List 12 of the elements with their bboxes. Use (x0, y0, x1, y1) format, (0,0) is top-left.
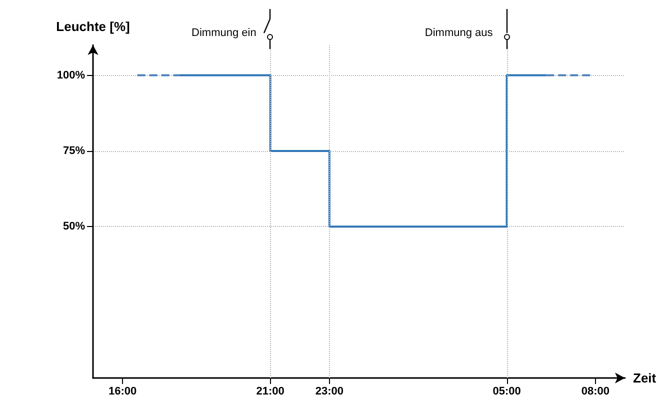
x-tick-label: 08:00 (581, 386, 610, 398)
ref-line-label: Dimmung ein (192, 27, 256, 39)
x-axis-title: Zeit (633, 370, 657, 386)
y-tick-label: 50% (62, 220, 86, 233)
y-tick-label: 75% (62, 144, 86, 157)
x-tick-label: 21:00 (256, 386, 284, 398)
y-tick-label: 100% (56, 69, 86, 82)
x-tick-label: 16:00 (108, 386, 137, 398)
y-axis-title: Leuchte [%] (56, 19, 130, 34)
x-tick-label: 23:00 (315, 386, 344, 398)
x-tick-label: 05:00 (492, 386, 521, 398)
ref-line-label: Dimmung aus (424, 27, 494, 39)
